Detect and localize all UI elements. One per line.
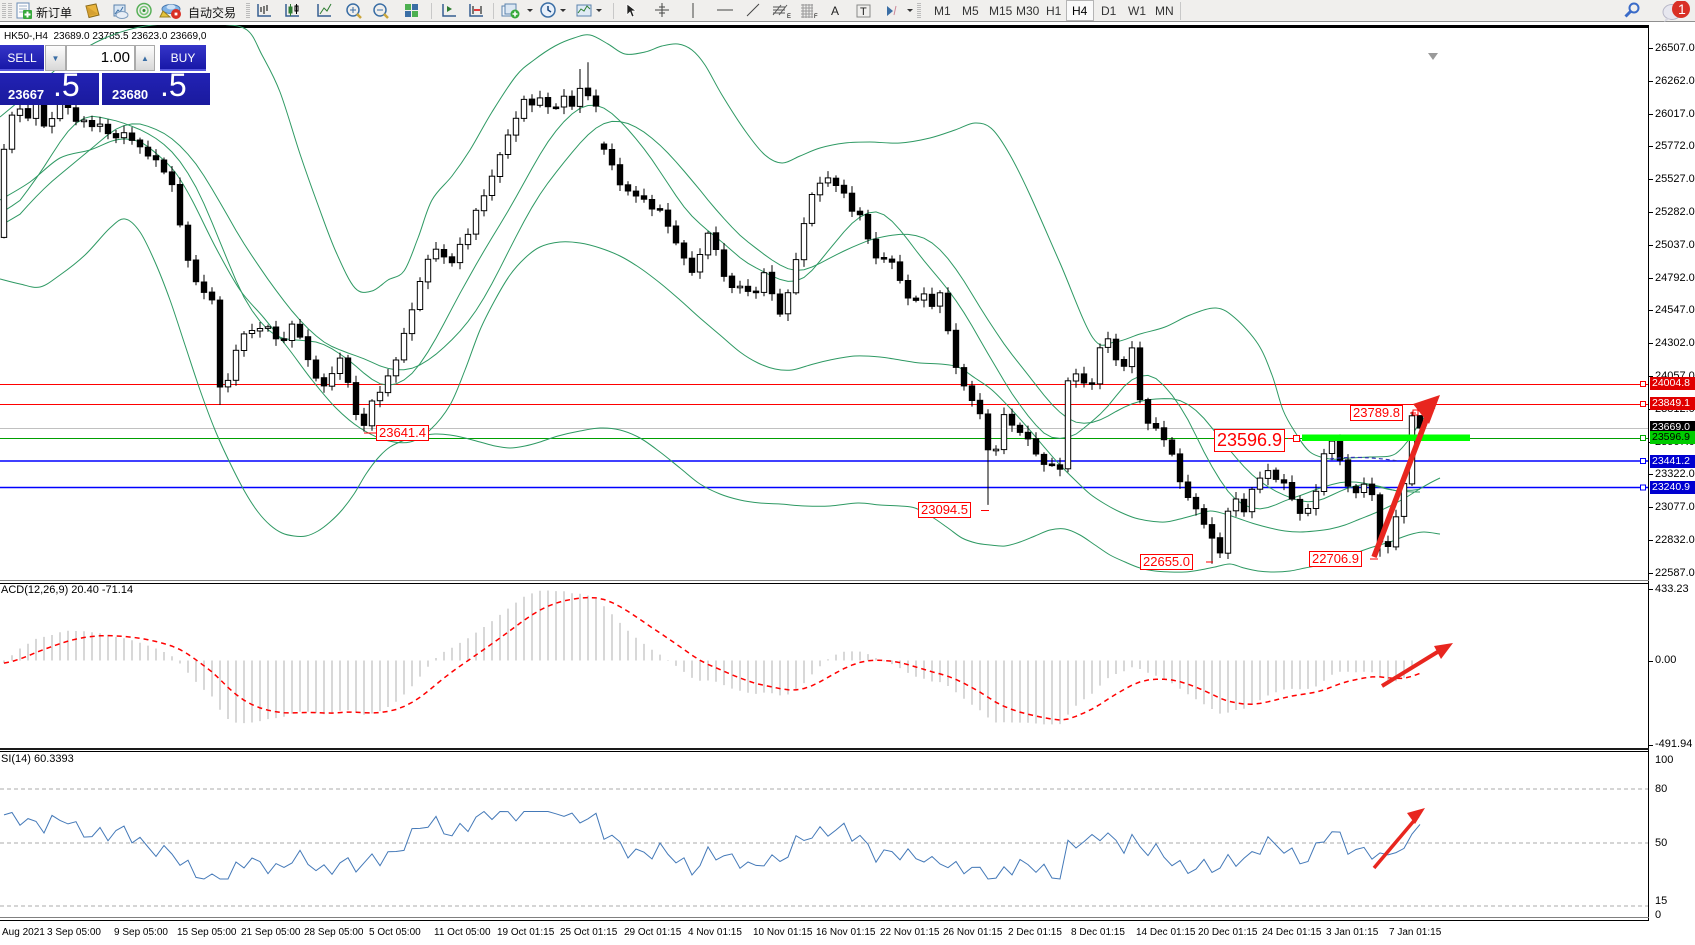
svg-text:F: F — [814, 14, 818, 20]
svg-text:A: A — [831, 4, 839, 18]
svg-text:1: 1 — [1678, 1, 1686, 17]
svg-text:E: E — [787, 14, 791, 20]
svg-text:T: T — [860, 6, 867, 18]
